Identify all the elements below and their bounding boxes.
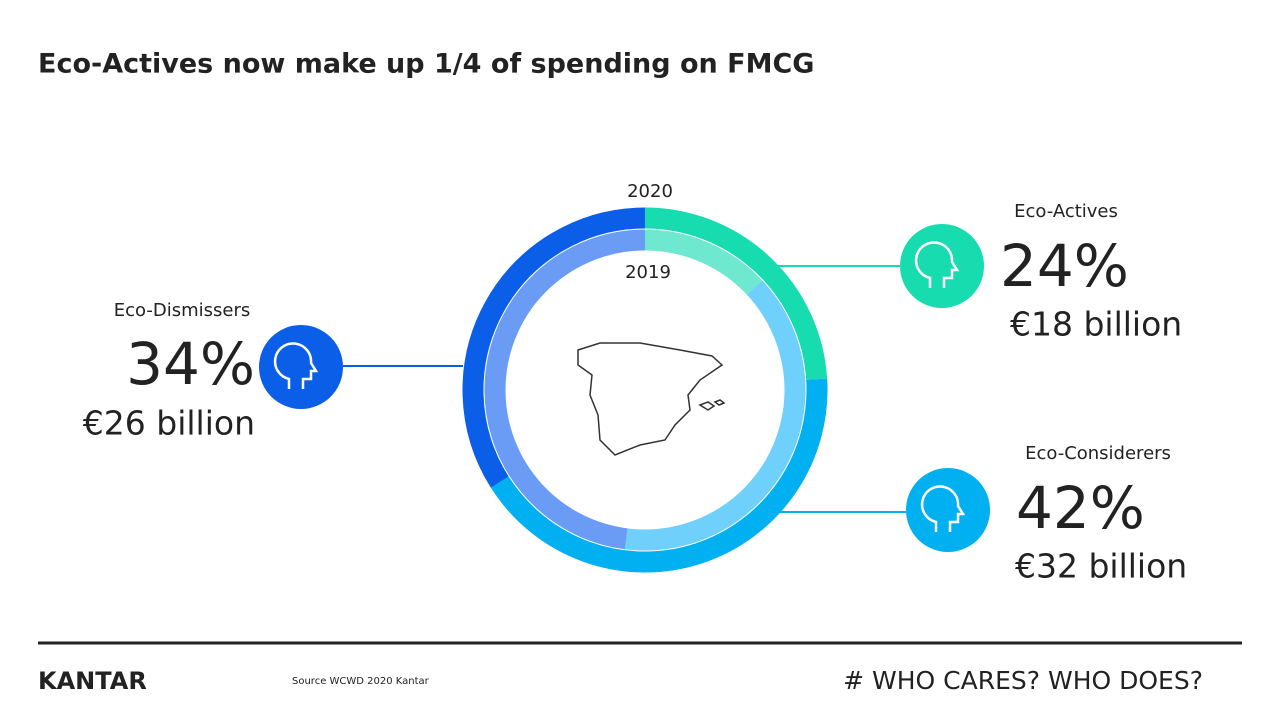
amount-label: €18 billion: [1010, 305, 1182, 344]
source: Source WCWD 2020 Kantar: [292, 676, 430, 687]
value-label: 34%: [126, 330, 255, 398]
brand: KANTAR: [38, 667, 147, 695]
icon-head: [273, 342, 319, 389]
icon-head: [914, 241, 960, 288]
amount-label: €32 billion: [1015, 547, 1187, 586]
donut-segment: [624, 280, 806, 551]
donut-segment: [484, 229, 646, 550]
donut-segment: [462, 207, 646, 488]
icon-circle: [900, 224, 984, 308]
icon-circle: [259, 325, 343, 409]
title: Eco-Actives now make up 1/4 of spending …: [38, 49, 814, 80]
value-label: 24%: [1000, 232, 1129, 300]
ring-label: 2019: [625, 262, 671, 283]
donut-segment: [490, 378, 828, 573]
donut-segment: [644, 207, 828, 380]
tagline: # WHO CARES? WHO DOES?: [843, 666, 1203, 695]
ring-label: 2020: [627, 181, 673, 202]
donut-segment: [644, 229, 762, 295]
category-label: Eco-Considerers: [1025, 443, 1171, 464]
amount-label: €26 billion: [83, 404, 255, 443]
category-label: Eco-Actives: [1014, 201, 1118, 222]
icon-circle: [906, 468, 990, 552]
value-label: 42%: [1016, 474, 1145, 542]
map-outline: [577, 342, 726, 456]
icon-head: [920, 485, 966, 532]
category-label: Eco-Dismissers: [114, 300, 251, 321]
